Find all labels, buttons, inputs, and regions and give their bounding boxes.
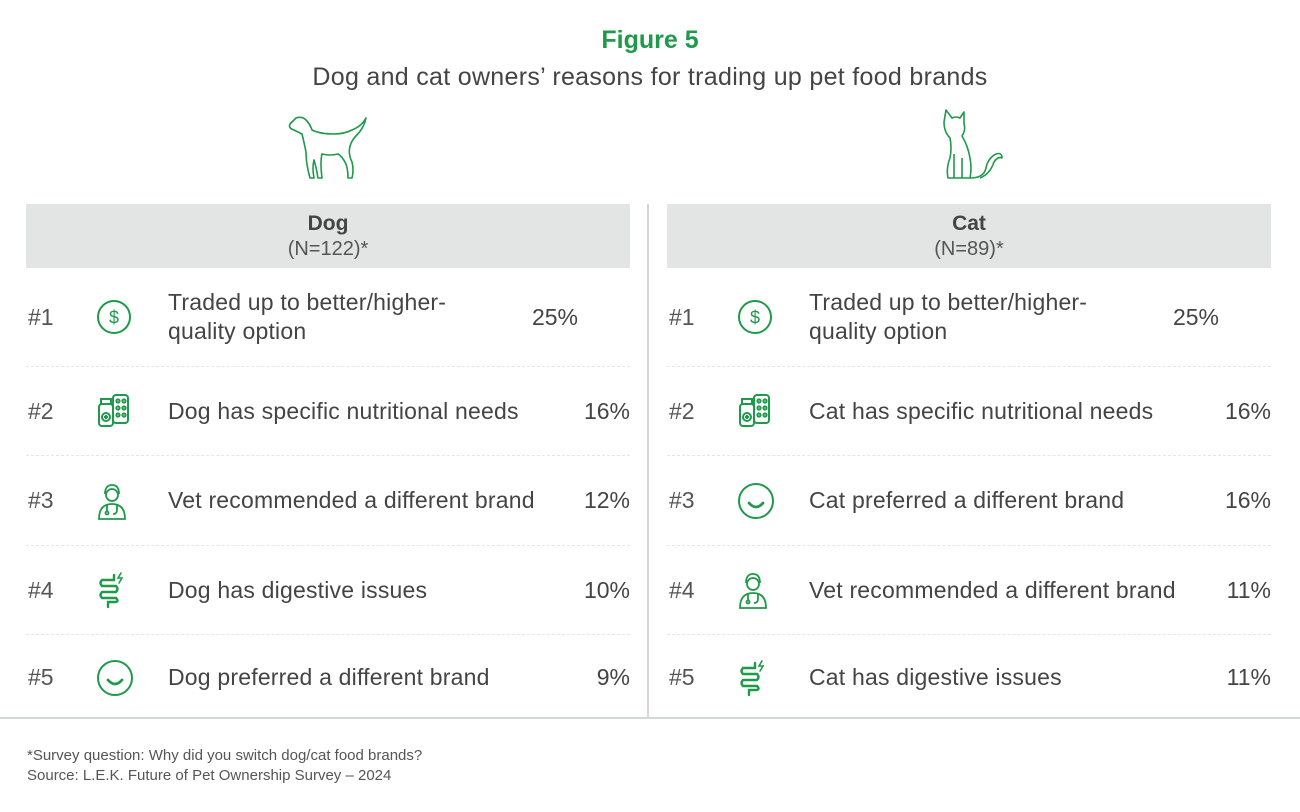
percentage-value: 9% <box>596 664 630 690</box>
percentage-value: 12% <box>583 487 630 513</box>
bottom-rule <box>0 717 1300 719</box>
table-row: #1 $ Traded up to better/higher-quality … <box>667 268 1271 367</box>
table-row: #5 Cat has digestive issues 11% <box>667 635 1271 720</box>
panel-header-title: Cat <box>952 211 986 235</box>
panel-header-sample-size: (N=122)* <box>287 237 369 260</box>
dollar-icon: $ <box>737 299 809 335</box>
panel-header-title: Dog <box>307 211 349 235</box>
table-row: #2 Dog has specific nutritional needs 16… <box>26 367 630 456</box>
rank-label: #3 <box>28 487 54 513</box>
dog-panel: Dog (N=122)* #1 $ Traded up to better/hi… <box>26 204 630 720</box>
pills-icon <box>737 392 809 430</box>
reason-label: Vet recommended a different brand <box>168 487 535 513</box>
footnotes: *Survey question: Why did you switch dog… <box>27 746 422 786</box>
table-row: #4 Dog has digestive issues 10% <box>26 546 630 635</box>
rank-label: #1 <box>669 303 695 330</box>
panel-header: Cat (N=89)* <box>667 204 1271 268</box>
rank-label: #4 <box>669 576 695 603</box>
dog-icon <box>288 116 367 179</box>
column-divider <box>647 204 649 718</box>
percentage-value: 10% <box>583 576 630 603</box>
cat-icon <box>943 109 1003 179</box>
survey-footnote: *Survey question: Why did you switch dog… <box>27 747 423 764</box>
cat-panel: Cat (N=89)* #1 $ Traded up to better/hig… <box>667 204 1271 720</box>
svg-text:$: $ <box>109 308 119 328</box>
intestine-icon <box>96 571 168 609</box>
reason-label: Dog preferred a different brand <box>168 664 490 690</box>
panel-header-sample-size: (N=89)* <box>934 237 1004 260</box>
reason-label: Traded up to better/higher-quality optio… <box>168 289 447 344</box>
smile-icon <box>96 659 168 697</box>
percentage-value: 25% <box>1172 303 1219 330</box>
percentage-value: 11% <box>1226 664 1271 690</box>
reason-label: Dog has specific nutritional needs <box>168 397 519 424</box>
reason-label: Vet recommended a different brand <box>809 576 1176 603</box>
rank-label: #2 <box>669 397 695 424</box>
table-row: #5 Dog preferred a different brand 9% <box>26 635 630 720</box>
smile-icon <box>737 482 809 520</box>
percentage-value: 16% <box>1224 487 1271 513</box>
rank-label: #1 <box>28 303 54 330</box>
intestine-icon <box>737 659 809 697</box>
table-row: #3 Cat preferred a different brand 16% <box>667 456 1271 546</box>
svg-text:$: $ <box>750 308 760 328</box>
rank-label: #2 <box>28 397 54 424</box>
figure-subtitle: Dog and cat owners’ reasons for trading … <box>312 63 988 91</box>
reason-label: Cat has specific nutritional needs <box>809 397 1154 424</box>
reason-label: Traded up to better/higher-quality optio… <box>809 289 1088 344</box>
reason-label: Cat has digestive issues <box>809 664 1062 690</box>
table-row: #4 Vet recommended a different brand 11% <box>667 546 1271 635</box>
percentage-value: 11% <box>1226 576 1271 603</box>
table-row: #3 Vet recommended a different brand 12% <box>26 456 630 546</box>
reason-label: Cat preferred a different brand <box>809 487 1125 513</box>
rank-label: #5 <box>669 664 695 690</box>
figure-title: Figure 5 <box>601 26 699 54</box>
rank-label: #3 <box>669 487 695 513</box>
percentage-value: 16% <box>1224 397 1271 424</box>
table-row: #2 Cat has specific nutritional needs 16… <box>667 367 1271 456</box>
table-row: #1 $ Traded up to better/higher-quality … <box>26 268 630 367</box>
percentage-value: 16% <box>583 397 630 424</box>
pills-icon <box>96 392 168 430</box>
vet-icon <box>737 571 809 609</box>
percentage-value: 25% <box>531 303 578 330</box>
rank-label: #5 <box>28 664 54 690</box>
dollar-icon: $ <box>96 299 168 335</box>
reason-label: Dog has digestive issues <box>168 576 428 603</box>
source-note: Source: L.E.K. Future of Pet Ownership S… <box>27 767 392 784</box>
panel-header: Dog (N=122)* <box>26 204 630 268</box>
vet-icon <box>96 482 168 520</box>
rank-label: #4 <box>28 576 54 603</box>
